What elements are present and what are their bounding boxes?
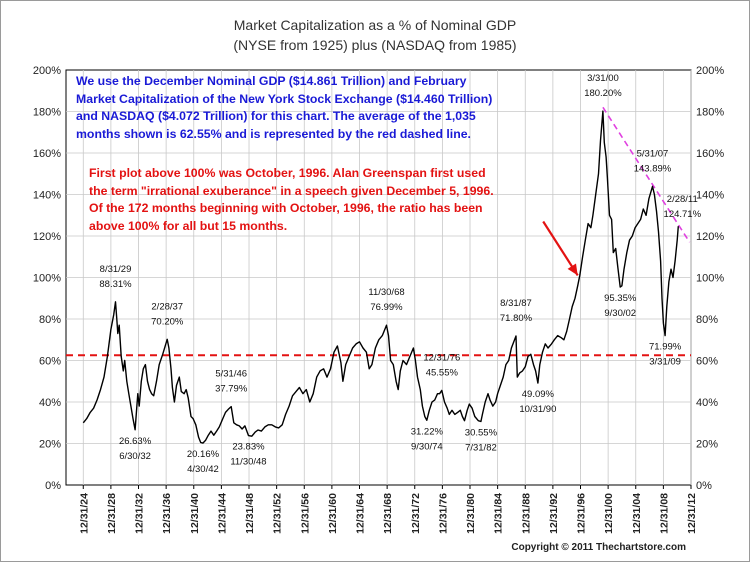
data-label: 20.16% [187,449,220,460]
data-label: 9/30/74 [411,441,443,452]
y-tick-label-left: 60% [39,356,61,368]
x-tick-label: 12/31/56 [299,493,311,534]
data-label: 3/31/09 [649,357,681,368]
data-label: 23.83% [232,442,265,453]
y-tick-label-left: 100% [33,273,61,285]
data-label: 3/31/00 [587,73,619,84]
chart-title: Market Capitalization as a % of Nominal … [233,17,517,33]
series-line [82,110,679,444]
y-tick-label-left: 180% [33,107,61,119]
data-label: 10/31/90 [519,404,556,415]
data-label: 2/28/37 [151,301,183,312]
data-label: 26.63% [119,436,152,447]
x-tick-label: 12/31/64 [355,493,367,534]
data-label: 70.20% [151,316,184,327]
y-tick-label-left: 200% [33,65,61,77]
data-label: 30.55% [465,428,498,439]
data-label: 124.71% [664,209,702,220]
x-tick-label: 12/31/00 [603,493,615,534]
x-tick-label: 12/31/52 [272,493,284,534]
red-note: First plot above 100% was October, 1996.… [89,165,529,235]
y-tick-label-right: 20% [696,439,718,451]
data-label: 12/31/76 [423,352,460,363]
data-label: 2/28/11 [667,194,698,205]
y-tick-label-right: 100% [696,273,724,285]
data-label: 11/30/48 [230,457,266,468]
y-tick-label-left: 120% [33,231,61,243]
x-tick-label: 12/31/68 [382,493,394,534]
x-tick-label: 12/31/12 [686,493,698,534]
blue-note: We use the December Nominal GDP ($14.861… [76,73,506,143]
data-label: 143.89% [634,163,672,174]
y-tick-label-right: 0% [696,480,712,492]
y-tick-label-left: 20% [39,439,61,451]
x-tick-label: 12/31/36 [161,493,173,534]
x-tick-label: 12/31/48 [244,493,256,534]
data-label: 45.55% [426,367,459,378]
chart-subtitle: (NYSE from 1925) plus (NASDAQ from 1985) [233,37,517,53]
x-tick-label: 12/31/24 [78,493,90,534]
blue-note-line: and NASDAQ ($4.072 Trillion) for this ch… [76,109,476,123]
y-tick-label-left: 0% [45,480,61,492]
x-tick-label: 12/31/92 [548,493,560,534]
arrow-head [567,263,578,276]
data-label: 71.80% [500,313,533,324]
blue-note-line: We use the December Nominal GDP ($14.861… [76,74,467,88]
x-tick-label: 12/31/88 [520,493,532,534]
data-label: 31.22% [411,426,444,437]
data-label: 5/31/07 [637,148,669,159]
x-tick-label: 12/31/28 [106,493,118,534]
y-tick-label-right: 80% [696,314,718,326]
data-label: 49.09% [522,389,555,400]
x-tick-label: 12/31/44 [216,493,228,534]
data-label: 8/31/29 [100,264,132,275]
x-tick-label: 12/31/08 [658,493,670,534]
y-tick-label-left: 160% [33,148,61,160]
x-tick-label: 12/31/72 [410,493,422,534]
y-tick-label-right: 40% [696,397,718,409]
x-tick-label: 12/31/80 [465,493,477,534]
x-tick-label: 12/31/96 [576,493,588,534]
x-tick-label: 12/31/76 [437,493,449,534]
data-label: 71.99% [649,342,682,353]
y-tick-label-left: 80% [39,314,61,326]
data-label: 6/30/32 [119,451,151,462]
data-label: 7/31/82 [465,443,497,454]
y-tick-label-right: 200% [696,65,724,77]
copyright-text: Copyright © 2011 Thechartstore.com [511,542,686,553]
red-note-line: the term "irrational exuberance" in a sp… [89,183,494,198]
data-label: 88.31% [99,279,132,290]
data-label: 4/30/42 [187,464,219,475]
x-tick-label: 12/31/84 [493,493,505,534]
y-tick-label-right: 160% [696,148,724,160]
y-tick-label-right: 140% [696,190,724,202]
y-tick-label-left: 140% [33,190,61,202]
blue-note-line: Market Capitalization of the New York St… [76,91,493,106]
y-tick-label-right: 120% [696,231,724,243]
blue-note-line: months shown is 62.55% and is represente… [76,126,471,141]
data-label: 9/30/02 [604,308,636,319]
y-tick-label-right: 60% [696,356,718,368]
y-tick-label-left: 40% [39,397,61,409]
data-label: 5/31/46 [215,369,247,380]
x-tick-label: 12/31/40 [189,493,201,534]
data-label: 37.79% [215,384,248,395]
red-note-line: First plot above 100% was October, 1996.… [89,166,486,180]
red-note-line: above 100% for all but 15 months. [89,218,288,233]
data-label: 76.99% [370,302,403,313]
data-label: 95.35% [604,293,637,304]
data-label: 11/30/68 [368,287,404,298]
data-label: 8/31/87 [500,298,532,309]
y-tick-label-right: 180% [696,107,724,119]
red-note-line: Of the 172 months beginning with October… [89,201,483,215]
x-tick-label: 12/31/32 [134,493,146,534]
trend-line [602,106,691,243]
data-label: 180.20% [584,88,622,99]
x-tick-label: 12/31/04 [631,493,643,534]
x-tick-label: 12/31/60 [327,493,339,534]
